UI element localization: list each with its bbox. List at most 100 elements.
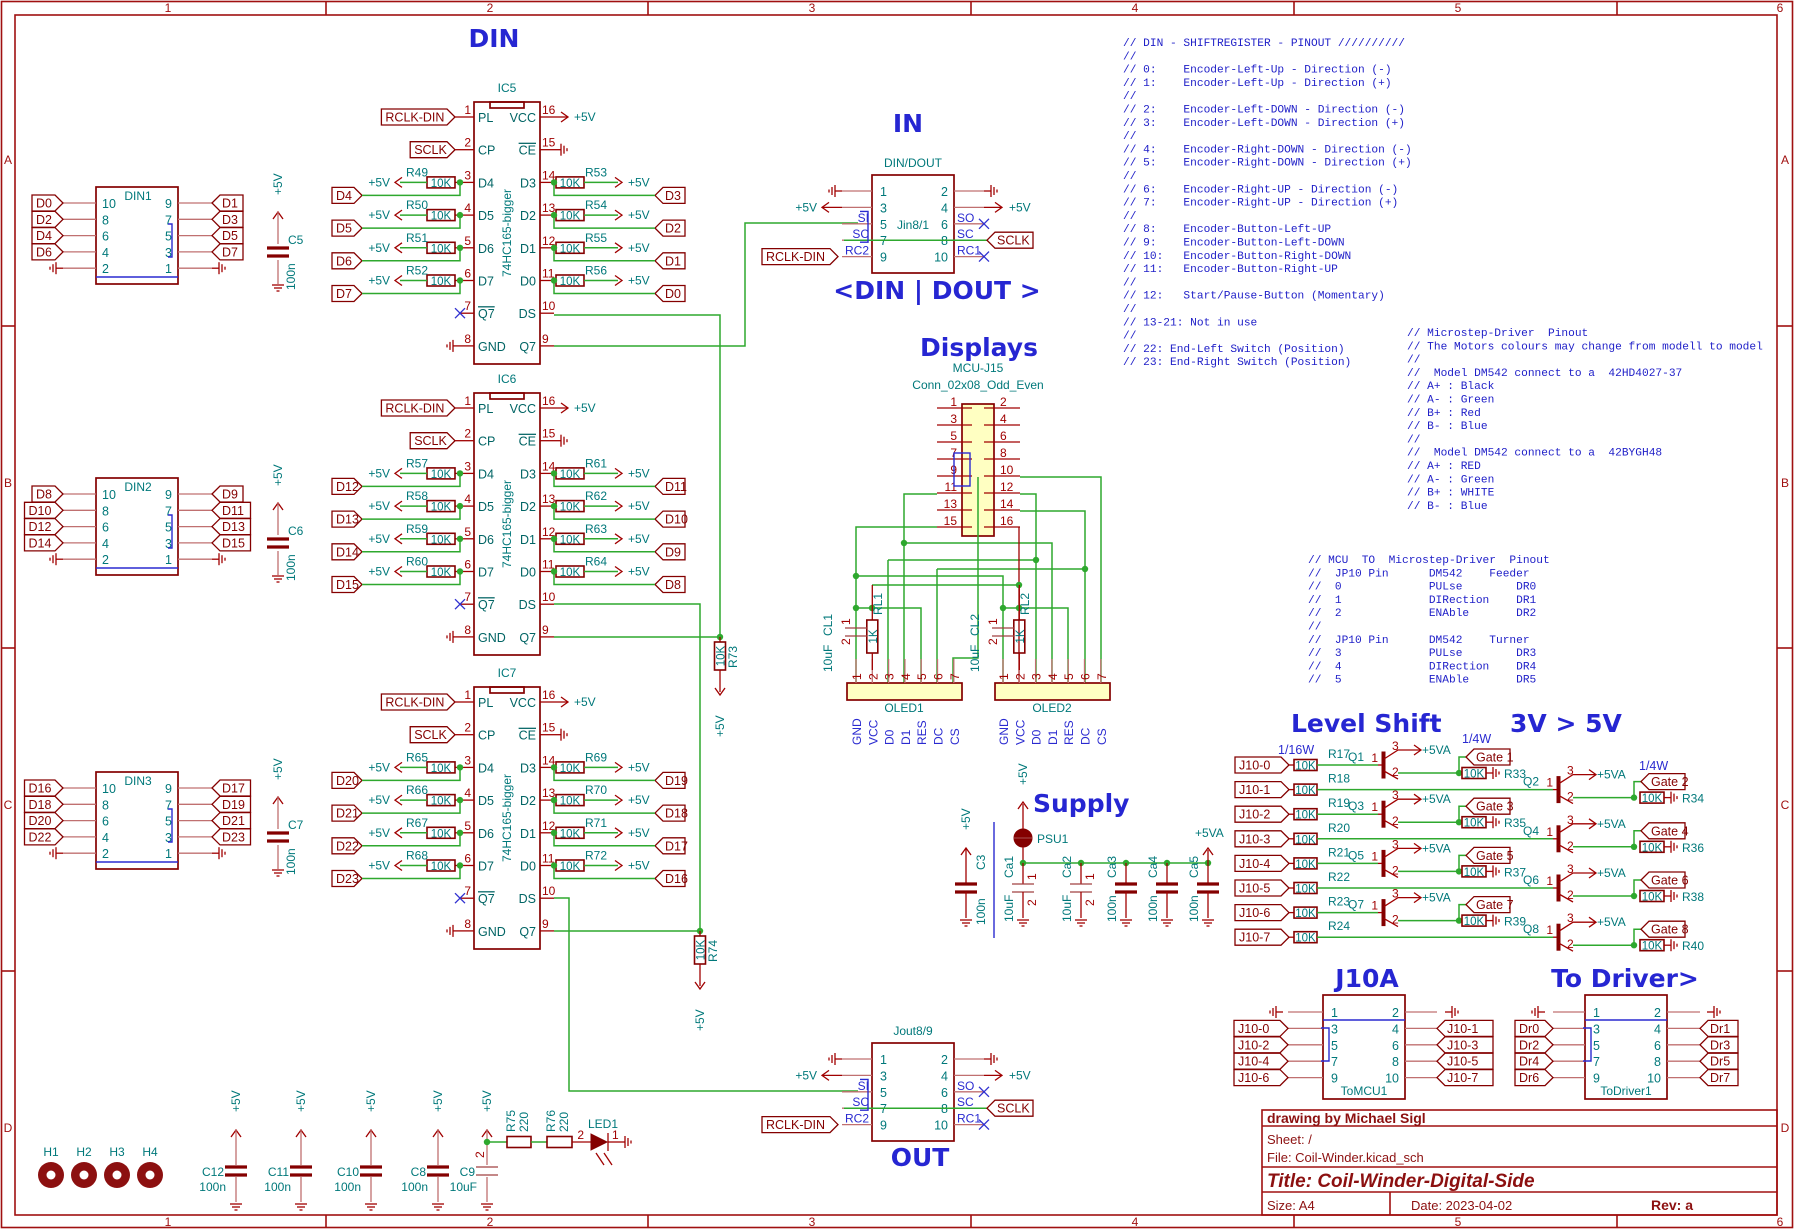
arrow-head (393, 209, 403, 221)
arrow-head (393, 242, 403, 254)
power-label: +5V (1009, 200, 1031, 214)
resistor: 10K (1293, 783, 1318, 797)
junction-dot (852, 604, 860, 612)
led-ray (603, 1152, 613, 1166)
junction-dot (852, 572, 860, 580)
net-label-text: J10-1 (1239, 783, 1270, 797)
comment-line: // 8: Encoder-Button-Left-UP (1123, 224, 1331, 236)
junction-dot (550, 862, 558, 869)
arrow-head (393, 176, 403, 188)
comment-line: // (1123, 171, 1137, 183)
hole-ref: H2 (76, 1145, 92, 1159)
pin-number: 7 (165, 504, 172, 518)
net-label-shape (211, 779, 252, 797)
net-label: D2 (654, 219, 686, 237)
net-label: Dr3 (1699, 1036, 1739, 1054)
power-label: +5V (628, 859, 650, 873)
pin-number: 9 (1331, 1072, 1338, 1086)
pin-name: D6 (478, 242, 494, 256)
led-ray (595, 1152, 605, 1166)
capacitor-icon (1115, 882, 1137, 894)
ground-icon (49, 553, 63, 566)
decoupling-caps: +5VC12100n+5VC11100n+5VC10100n+5VC8100n+… (199, 1090, 498, 1211)
net-label-text: J10-5 (1239, 882, 1270, 896)
cap-pin-number: 2 (1083, 899, 1097, 906)
pin-number: 1 (612, 1128, 619, 1142)
out-connector: Jout8/9 1 2 3 4 5 6 SI SO 7 8 SC SC 9 10 RC2 RC1 +5V +5V RC… (761, 1024, 1034, 1142)
pin-name: VCC (510, 402, 536, 416)
cap-value: 100n (401, 1180, 428, 1194)
nc-stroke (978, 1086, 990, 1098)
resistor-value: 10K (431, 469, 452, 481)
pin-name: D6 (478, 827, 494, 841)
pin-name: Q7 (519, 631, 536, 645)
pin-name: DS (519, 598, 536, 612)
net-label: Gate 3 (1465, 797, 1514, 815)
net-label: Dr1 (1699, 1019, 1739, 1038)
pin-number: 5 (464, 525, 471, 539)
connector-body (1322, 994, 1406, 1100)
pin-number: 6 (464, 267, 471, 281)
connector-ref: DIN/DOUT (884, 156, 943, 170)
arrow-head (614, 533, 624, 545)
transistor-icon (1378, 749, 1400, 780)
net-label-shape (211, 534, 252, 552)
pin-number: 1 (464, 103, 471, 117)
resistor-ref: R59 (406, 522, 428, 536)
pin-number: 1 (1371, 800, 1378, 814)
oled-2: OLED21GND2VCC3D04D15RES6DC7CS1KRL22110uF… (968, 585, 1111, 745)
net-label: D11 (654, 477, 687, 496)
comment-line: // Model DM542 connect to a 42HD4027-37 (1407, 368, 1682, 380)
oled-pin-name: VCC (1013, 719, 1027, 745)
power-label: +5V (574, 695, 596, 709)
power-label: +5V (368, 466, 390, 480)
power-label: +5V (628, 826, 650, 840)
pin-number: 1 (950, 395, 957, 409)
pin-number: 6 (1079, 673, 1093, 680)
resistor-ref: R38 (1682, 890, 1704, 904)
power-arrow-icon (393, 467, 403, 479)
resistor: 10K (555, 793, 585, 808)
pin-name: VCC (510, 111, 536, 125)
junction-dot (456, 244, 464, 251)
resistor-value: 10K (431, 502, 452, 514)
cap-value: 100n (1187, 895, 1201, 922)
pin-number: 7 (1095, 673, 1109, 680)
pin-number: 14 (542, 753, 556, 767)
pin-number: 6 (464, 558, 471, 572)
resistor-ref: R60 (406, 555, 428, 569)
power-label: +5VA (1597, 866, 1626, 880)
cap-ref: C10 (337, 1165, 359, 1179)
pin-number: 8 (102, 504, 109, 518)
wire (554, 603, 701, 931)
pin-name: RC1 (957, 244, 981, 258)
transistor-base-bar (1381, 849, 1386, 877)
pin-number: 4 (102, 831, 109, 845)
wire (362, 538, 461, 553)
column-label: 4 (1132, 1215, 1139, 1229)
net-label: J10-0 (1233, 1019, 1289, 1038)
pin-name: D7 (478, 860, 494, 874)
net-label: D7 (211, 243, 244, 261)
resistor-value: 10K (560, 567, 581, 579)
net-label-shape (761, 1115, 839, 1134)
inner-border (14, 14, 1778, 1216)
pin-name: CP (478, 435, 495, 449)
no-connect-icon (454, 892, 466, 904)
ground-icon (432, 1203, 444, 1211)
title-block-title: Title: Coil-Winder-Digital-Side (1267, 1171, 1535, 1192)
net-label-text: Gate 4 (1651, 824, 1689, 838)
pin-number: 3 (464, 753, 471, 767)
power-label: +5V (368, 793, 390, 807)
resistor: 10K (1293, 807, 1318, 822)
net-label-text: RCLK-DIN (385, 111, 444, 125)
capacitor-icon (267, 831, 289, 843)
net-label-shape (23, 795, 64, 813)
resistor-value: 10K (431, 567, 452, 579)
net-label: D8 (654, 575, 686, 594)
pin-number: 7 (464, 299, 471, 313)
resistor: 10K (426, 826, 456, 840)
pin-number: 10 (102, 197, 116, 211)
